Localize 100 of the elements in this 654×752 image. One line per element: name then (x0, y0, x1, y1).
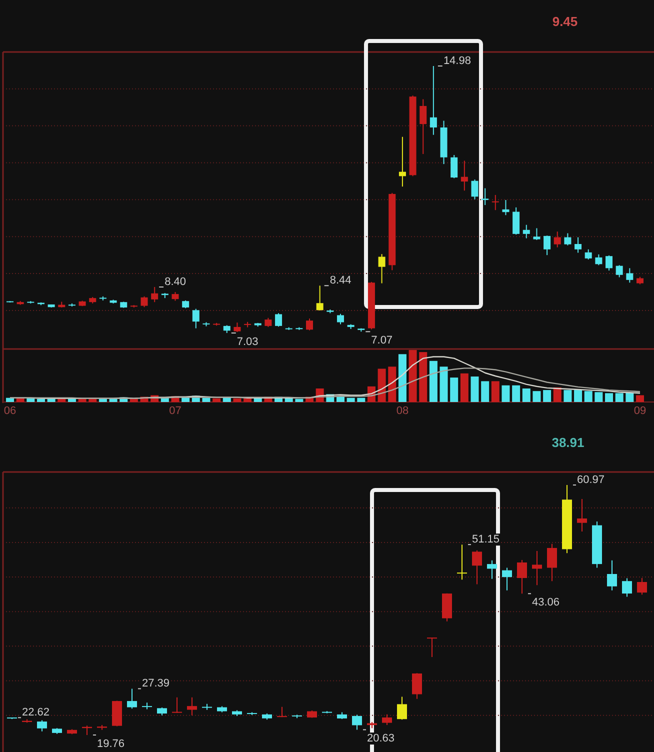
bar (460, 373, 468, 402)
candlestick (172, 696, 182, 714)
bar (450, 378, 458, 402)
annotation: 60.97 (577, 474, 605, 486)
bar (564, 390, 572, 402)
bar (26, 398, 35, 402)
bar (470, 376, 479, 402)
bar (522, 388, 530, 402)
bar (68, 398, 76, 402)
bar (481, 381, 490, 402)
candlestick (584, 248, 592, 260)
chart-title: 38.91 (552, 435, 584, 450)
bar (388, 366, 396, 402)
candlestick (306, 318, 314, 331)
candlestick (275, 312, 282, 328)
candlestick (352, 714, 362, 730)
bar (512, 385, 520, 402)
bar (605, 393, 614, 402)
bar (244, 398, 252, 402)
bar (615, 393, 624, 402)
bar (346, 398, 355, 402)
candlestick (492, 194, 499, 211)
bar (584, 391, 592, 402)
candlestick (532, 550, 542, 586)
bar (212, 398, 221, 402)
x-tick-label: 07 (169, 405, 182, 417)
x-tick-label: 09 (634, 405, 646, 417)
bar (440, 366, 448, 402)
candlestick (140, 296, 148, 308)
candlestick (450, 154, 458, 179)
candlestick (378, 254, 386, 284)
candlestick (622, 578, 632, 598)
candlestick (471, 179, 478, 200)
candlestick (460, 160, 468, 192)
candlestick (430, 66, 437, 136)
candlestick (533, 228, 540, 240)
candlestick (482, 188, 489, 206)
bar (419, 352, 428, 402)
candlestick (127, 688, 137, 710)
bar (636, 395, 644, 402)
candlestick (187, 696, 197, 716)
bar (233, 398, 242, 402)
candlestick (564, 232, 572, 246)
candlestick (595, 254, 602, 266)
bar (378, 368, 386, 402)
candlestick (487, 560, 497, 580)
candlestick (547, 543, 557, 582)
annotation: 51.15 (472, 534, 500, 546)
candlestick (397, 696, 407, 720)
bar (6, 398, 14, 402)
candlestick (577, 498, 587, 532)
candlestick (607, 560, 617, 591)
chart-title: 9.45 (552, 14, 578, 29)
candlestick (512, 206, 520, 236)
annotation: 14.98 (443, 55, 471, 67)
candlestick (517, 560, 527, 594)
annotation: 27.39 (142, 678, 170, 690)
candlestick (412, 672, 422, 700)
annotation: 20.63 (367, 732, 395, 745)
bar (491, 381, 500, 402)
candlestick (382, 714, 392, 726)
bar (398, 354, 406, 402)
bar (626, 392, 634, 402)
candlestick (472, 550, 482, 585)
bar (502, 385, 510, 402)
candlestick (502, 200, 510, 216)
annotation: 8.40 (164, 276, 186, 288)
x-tick-label: 08 (396, 405, 409, 417)
candlestick (192, 308, 200, 329)
bar (284, 398, 293, 402)
bar (553, 387, 562, 402)
annotation: 22.62 (22, 706, 50, 719)
bar (202, 398, 210, 402)
candlestick (606, 254, 613, 272)
text: 19.76 (97, 738, 125, 750)
candlestick (522, 224, 530, 239)
candlestick (277, 706, 287, 718)
candlestick (420, 98, 427, 154)
bar (36, 398, 45, 402)
bar (429, 360, 438, 402)
bar (574, 390, 582, 402)
candlestick (544, 235, 551, 256)
bar (130, 398, 138, 402)
candlestick (574, 236, 582, 254)
annotation: 8.44 (330, 274, 352, 287)
candlestick (336, 313, 344, 325)
text: 7.07 (371, 334, 393, 346)
bar (532, 391, 541, 402)
candlestick (457, 544, 467, 580)
candlestick (316, 285, 324, 311)
annotation: 43.06 (532, 596, 560, 608)
bar (357, 398, 366, 402)
candlestick (264, 317, 272, 328)
bar (594, 392, 603, 402)
x-tick-label: 06 (4, 405, 16, 417)
candlestick (637, 578, 647, 596)
text: 7.03 (236, 336, 258, 348)
bar (543, 390, 552, 402)
bar (16, 398, 24, 402)
candlestick (37, 720, 47, 732)
